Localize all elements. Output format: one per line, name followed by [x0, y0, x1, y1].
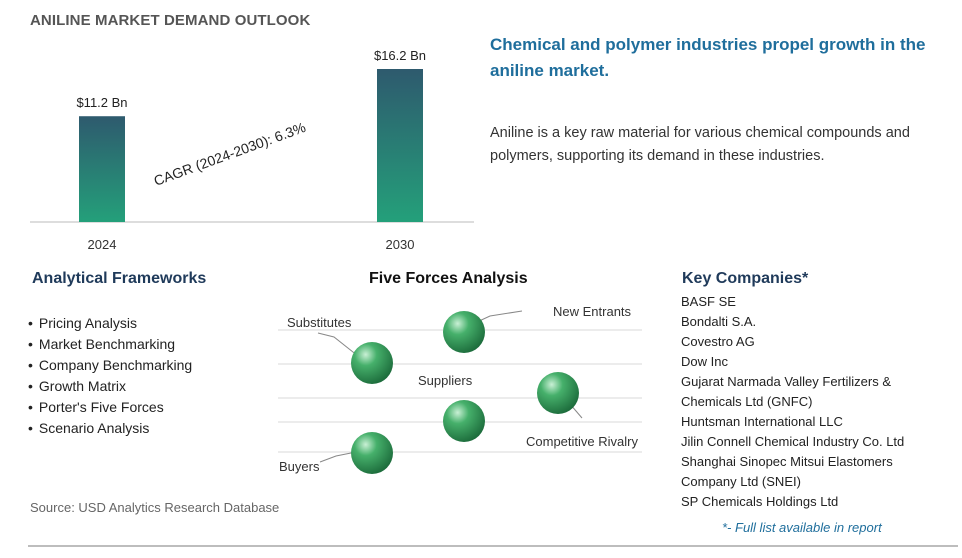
bar-2024: [79, 116, 125, 222]
list-item: Growth Matrix: [28, 376, 192, 397]
sphere-competitive-rivalry: [537, 372, 579, 414]
key-companies-list: BASF SE Bondalti S.A. Covestro AG Dow In…: [681, 292, 904, 512]
list-item: Gujarat Narmada Valley Fertilizers &: [681, 374, 891, 389]
key-companies-title: Key Companies*: [682, 270, 809, 287]
five-forces-label: Competitive Rivalry: [526, 434, 638, 449]
five-forces-label: New Entrants: [553, 304, 632, 319]
list-item: Huntsman International LLC: [681, 414, 843, 429]
sphere-suppliers: [443, 400, 485, 442]
x-tick-label: 2030: [386, 237, 415, 252]
list-item: Shanghai Sinopec Mitsui Elastomers: [681, 454, 893, 469]
five-forces-title: Five Forces Analysis: [369, 270, 528, 287]
sphere-buyers: [351, 432, 393, 474]
bar-2030: [377, 69, 423, 222]
bar-value-label: $16.2 Bn: [374, 48, 426, 63]
analytical-frameworks-list: Pricing Analysis Market Benchmarking Com…: [28, 313, 192, 439]
list-item: Covestro AG: [681, 334, 755, 349]
list-item: Jilin Connell Chemical Industry Co. Ltd: [681, 434, 905, 449]
list-item: Porter's Five Forces: [28, 397, 192, 418]
x-tick-label: 2024: [88, 237, 117, 252]
list-item: Market Benchmarking: [28, 334, 192, 355]
list-item: Company Ltd (SNEI): [681, 474, 801, 489]
list-item: SP Chemicals Holdings Ltd: [681, 494, 839, 509]
sphere-new-entrants: [443, 311, 485, 353]
list-item: BASF SE: [681, 294, 736, 309]
source-note: Source: USD Analytics Research Database: [30, 500, 280, 515]
list-item: Scenario Analysis: [28, 418, 192, 439]
list-item: Dow Inc: [681, 354, 728, 369]
five-forces-label: Suppliers: [418, 373, 473, 388]
page-title: ANILINE MARKET DEMAND OUTLOOK: [30, 12, 311, 29]
description: Aniline is a key raw material for variou…: [490, 125, 910, 164]
list-item: Pricing Analysis: [28, 313, 192, 334]
sphere-substitutes: [351, 342, 393, 384]
bottom-divider: [28, 545, 958, 547]
full-list-note: *- Full list available in report: [722, 520, 882, 535]
headline: Chemical and polymer industries propel g…: [490, 35, 926, 80]
list-item: Bondalti S.A.: [681, 314, 757, 329]
five-forces-label: Substitutes: [287, 315, 352, 330]
five-forces-label: Buyers: [279, 459, 320, 474]
five-forces-diagram: Substitutes New Entrants Suppliers Compe…: [278, 304, 642, 474]
analytical-frameworks-title: Analytical Frameworks: [32, 270, 207, 287]
list-item: Chemicals Ltd (GNFC): [681, 394, 813, 409]
bar-value-label: $11.2 Bn: [76, 95, 127, 110]
list-item: Company Benchmarking: [28, 355, 192, 376]
